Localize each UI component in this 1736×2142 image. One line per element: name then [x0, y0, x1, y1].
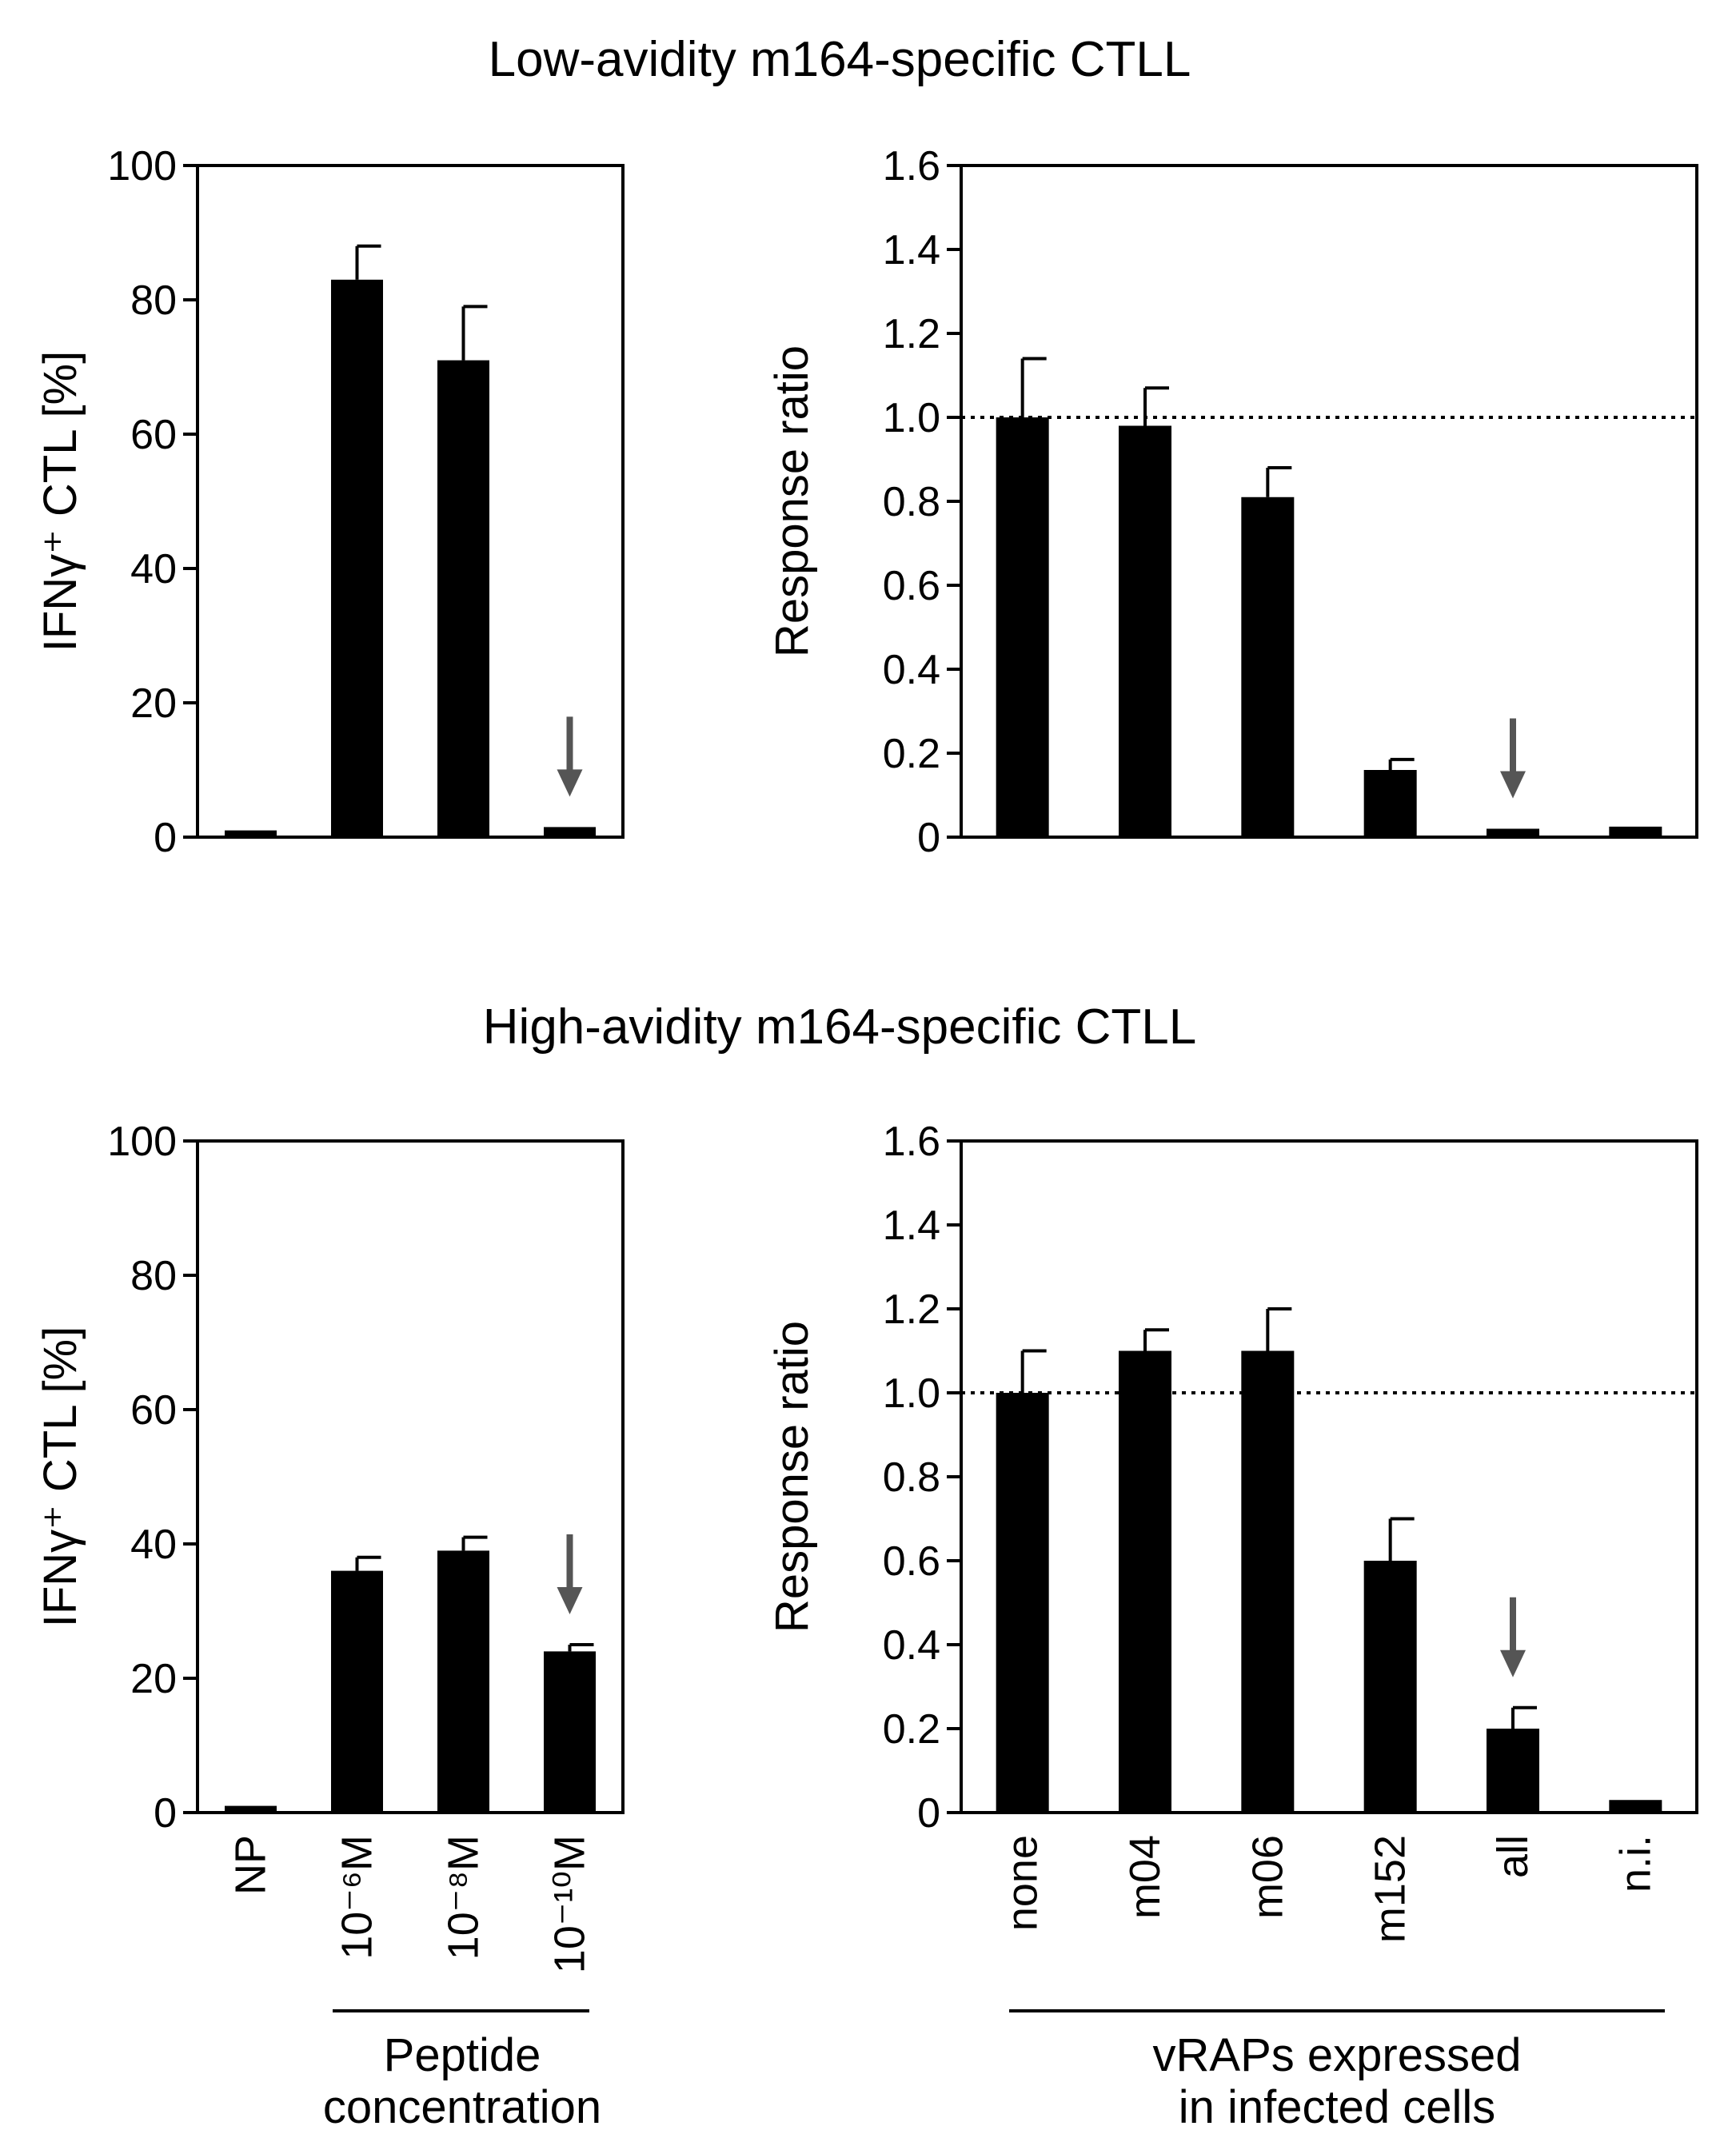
bar	[1363, 770, 1417, 837]
bar	[225, 830, 277, 837]
y-tick-label: 0.4	[883, 647, 940, 693]
y-tick-label: 0.2	[883, 731, 940, 777]
y-axis-label: Response ratio	[766, 345, 818, 657]
chart-high-peptide: 0 20 40 60 80 100 IFNγ⁺ CTL [%] NP 10⁻⁶M 10⁻⁸M 10⁻…	[34, 1119, 625, 1973]
y-axis-label: IFNγ⁺ CTL [%]	[34, 351, 86, 652]
group-label-vraps-line2: in infected cells	[1179, 2081, 1496, 2133]
chart-low-peptide: 0 20 40 60 80 100 IFNγ⁺ CTL [%]	[34, 143, 625, 861]
y-tick-label: 1.4	[883, 227, 940, 273]
arrow-head	[557, 769, 583, 797]
y-tick-label: 0	[917, 815, 940, 861]
category-label: 10⁻¹⁰M	[546, 1835, 594, 1973]
bar	[1119, 1350, 1171, 1813]
bar	[1119, 425, 1171, 837]
category-label: m06	[1243, 1835, 1291, 1919]
y-tick-label: 1.6	[883, 1119, 940, 1165]
group-label-peptide: Peptide concentration	[323, 2009, 601, 2133]
y-axis-label: IFNγ⁺ CTL [%]	[34, 1326, 86, 1628]
y-tick-label: 1.2	[883, 1286, 940, 1333]
group-label-peptide-line2: concentration	[323, 2081, 601, 2133]
plot-frame	[196, 1139, 625, 1814]
group-label-vraps-line1: vRAPs expressed	[1153, 2029, 1522, 2081]
bar	[1487, 1729, 1539, 1813]
y-tick-label: 0.6	[883, 1538, 940, 1585]
y-tick-label: 0	[154, 815, 177, 861]
bar	[225, 1805, 277, 1813]
bar	[331, 279, 383, 837]
y-tick-label: 80	[130, 1253, 177, 1299]
plot-frame	[960, 1139, 1698, 1814]
bar	[1241, 497, 1295, 837]
y-tick-label: 40	[130, 546, 177, 592]
bar	[996, 1393, 1049, 1813]
y-tick-label: 0.8	[883, 1454, 940, 1501]
bar	[1241, 1350, 1295, 1813]
y-tick-label: 60	[130, 1387, 177, 1434]
bar	[544, 1651, 596, 1813]
y-tick-label: 1.0	[883, 1370, 940, 1417]
group-label-vraps: vRAPs expressed in infected cells	[1009, 2009, 1665, 2133]
bar	[1609, 826, 1662, 837]
y-tick-label: 40	[130, 1522, 177, 1568]
y-tick-label: 100	[107, 143, 177, 189]
bar	[544, 827, 596, 837]
chart-high-vraps: 0 0.2 0.4 0.6 0.8 1.0 1.2 1.4 1.6 Response ratio n…	[766, 1119, 1698, 1943]
y-tick-label: 80	[130, 277, 177, 324]
y-tick-label: 100	[107, 1119, 177, 1165]
category-label: m04	[1121, 1835, 1169, 1919]
y-tick-label: 0	[917, 1790, 940, 1837]
bar	[437, 360, 489, 838]
category-label: 10⁻⁶M	[333, 1835, 381, 1960]
bar	[1487, 828, 1539, 837]
y-tick-label: 20	[130, 1656, 177, 1702]
category-label: n.i.	[1611, 1835, 1659, 1893]
category-label: m152	[1367, 1835, 1415, 1943]
panel-title-high: High-avidity m164-specific CTLL	[483, 999, 1196, 1055]
y-tick-label: 60	[130, 412, 177, 458]
category-label: NP	[227, 1835, 275, 1895]
bar	[437, 1550, 489, 1813]
bar	[1363, 1561, 1417, 1813]
bar	[331, 1570, 383, 1813]
y-tick-label: 0.8	[883, 479, 940, 525]
panel-title-low: Low-avidity m164-specific CTLL	[489, 32, 1191, 87]
arrow-head	[1500, 771, 1526, 799]
plot-frame	[196, 164, 625, 839]
y-tick-label: 1.4	[883, 1203, 940, 1249]
y-tick-label: 20	[130, 680, 177, 727]
y-tick-label: 1.6	[883, 143, 940, 189]
arrow-head	[557, 1587, 583, 1614]
bar	[1609, 1800, 1662, 1813]
y-tick-label: 0	[154, 1790, 177, 1837]
chart-low-vraps: 0 0.2 0.4 0.6 0.8 1.0 1.2 1.4 1.6 Response ratio	[766, 143, 1698, 861]
y-tick-label: 1.0	[883, 395, 940, 441]
y-axis-label: Response ratio	[766, 1321, 818, 1633]
y-tick-label: 0.6	[883, 563, 940, 609]
bar	[996, 417, 1049, 837]
group-label-peptide-line1: Peptide	[384, 2029, 541, 2081]
category-label: all	[1489, 1835, 1537, 1878]
y-tick-label: 0.2	[883, 1706, 940, 1753]
y-tick-label: 0.4	[883, 1622, 940, 1669]
category-label: none	[999, 1835, 1047, 1931]
y-tick-label: 1.2	[883, 311, 940, 357]
arrow-head	[1500, 1649, 1526, 1677]
category-label: 10⁻⁸M	[440, 1835, 488, 1960]
plot-frame	[960, 164, 1698, 839]
